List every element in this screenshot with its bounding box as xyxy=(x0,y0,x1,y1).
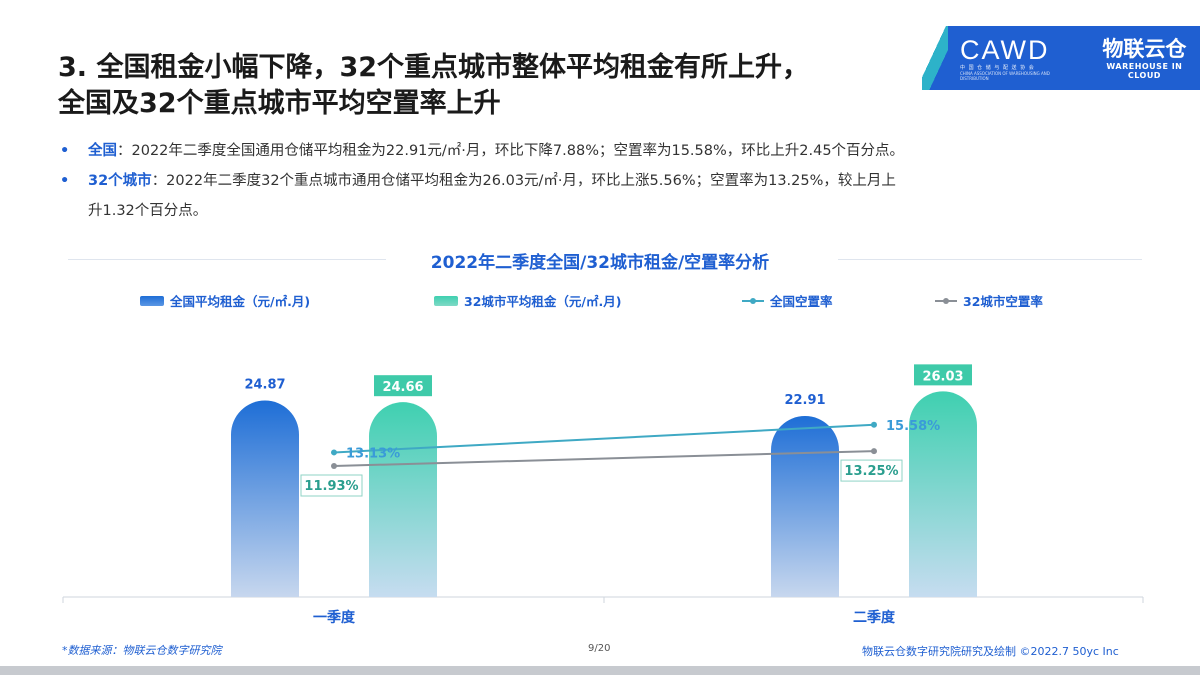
bar xyxy=(369,402,437,597)
legend-label: 32城市空置率 xyxy=(963,294,1043,309)
x-tick-label: 二季度 xyxy=(853,609,896,626)
cawd-logo-en: CHINA ASSOCIATION OF WAREHOUSING AND DIS… xyxy=(960,71,1050,81)
bullet-text: 升1.32个百分点。 xyxy=(88,203,208,219)
legend-swatch xyxy=(742,296,764,306)
warehouse-cloud-logo-en: WAREHOUSE IN CLOUD xyxy=(1106,62,1183,80)
legend-label: 全国平均租金（元/㎡.月) xyxy=(170,294,311,309)
logo-banner: CAWD 中 国 仓 储 与 配 送 协 会 CHINA ASSOCIATION… xyxy=(948,26,1200,90)
bullet-32-cities: • 32个城市：2022年二季度32个重点城市通用仓储平均租金为26.03元/㎡… xyxy=(58,166,1158,196)
series-line xyxy=(333,423,875,454)
line-point xyxy=(331,449,337,456)
line-point xyxy=(331,463,337,469)
title-line-1: 3. 全国租金小幅下降，32个重点城市整体平均租金有所上升， xyxy=(58,52,810,83)
legend-label: 全国空置率 xyxy=(770,294,833,309)
data-label: 15.58% xyxy=(886,419,940,434)
legend-swatch xyxy=(935,296,957,306)
bullet-dot: • xyxy=(60,143,70,159)
cawd-logo-text: CAWD xyxy=(960,35,1050,65)
data-label-box xyxy=(374,375,432,397)
x-tick-label: 一季度 xyxy=(313,609,356,626)
cawd-logo-cn: 中 国 仓 储 与 配 送 协 会 xyxy=(960,65,1035,71)
legend-32-city-vacancy: 32城市空置率 xyxy=(935,291,1043,310)
data-label: 11.93% xyxy=(304,479,358,494)
legend-swatch xyxy=(140,295,164,306)
footer-credit: 物联云仓数字研究院研究及绘制 ©2022.7 50yc Inc xyxy=(862,645,1119,658)
title-line-2: 全国及32个重点城市平均空置率上升 xyxy=(58,88,501,119)
data-label: 24.66 xyxy=(382,380,423,395)
bullet-text: ：2022年二季度全国通用仓储平均租金为22.91元/㎡·月，环比下降7.88%… xyxy=(117,143,905,159)
warehouse-cloud-logo-cn: 物联云仓 xyxy=(1102,37,1187,61)
data-label: 26.03 xyxy=(922,369,963,384)
data-label: 13.13% xyxy=(346,446,400,461)
chart-title: 2022年二季度全国/32城市租金/空置率分析 xyxy=(430,253,770,273)
data-label: 13.25% xyxy=(844,464,898,479)
bullet-32-cities-cont: 升1.32个百分点。 xyxy=(58,196,1158,226)
data-source-note: *数据来源：物联云仓数字研究院 xyxy=(62,644,222,657)
bullet-text: ：2022年二季度32个重点城市通用仓储平均租金为26.03元/㎡·月，环比上涨… xyxy=(151,173,896,189)
line-point xyxy=(871,421,877,428)
warehouse-cloud-logo: 物联云仓 WAREHOUSE IN CLOUD xyxy=(1089,36,1200,80)
page-number: 9/20 xyxy=(588,643,611,654)
legend-swatch xyxy=(434,295,458,306)
legend-national-vacancy: 全国空置率 xyxy=(742,291,833,310)
data-label: 24.87 xyxy=(244,378,285,393)
data-label: 22.91 xyxy=(784,393,825,408)
bar xyxy=(909,391,977,597)
chart-title-rule-left xyxy=(68,259,386,260)
legend-label: 32城市平均租金（元/㎡.月) xyxy=(464,294,622,309)
chart-title-rule-right xyxy=(838,259,1142,260)
cawd-logo: CAWD 中 国 仓 储 与 配 送 协 会 CHINA ASSOCIATION… xyxy=(960,35,1075,81)
logo-stripe xyxy=(922,26,952,90)
bar xyxy=(771,416,839,597)
data-label-box xyxy=(840,459,903,482)
bar xyxy=(231,400,299,597)
bullet-label: 全国 xyxy=(88,143,117,159)
page-title: 3. 全国租金小幅下降，32个重点城市整体平均租金有所上升， 全国及32个重点城… xyxy=(58,50,918,122)
legend-national-rent: 全国平均租金（元/㎡.月) xyxy=(140,291,310,310)
bullet-national: • 全国：2022年二季度全国通用仓储平均租金为22.91元/㎡·月，环比下降7… xyxy=(58,136,1158,166)
series-line xyxy=(333,450,875,467)
summary-bullets: • 全国：2022年二季度全国通用仓储平均租金为22.91元/㎡·月，环比下降7… xyxy=(58,136,1158,226)
legend-32-city-rent: 32城市平均租金（元/㎡.月) xyxy=(434,291,621,310)
line-point xyxy=(871,448,877,455)
bullet-label: 32个城市 xyxy=(88,173,152,189)
bullet-dot: • xyxy=(60,173,70,189)
data-label-box xyxy=(300,474,363,497)
bottom-bar xyxy=(0,666,1200,675)
data-label-box xyxy=(914,364,972,386)
